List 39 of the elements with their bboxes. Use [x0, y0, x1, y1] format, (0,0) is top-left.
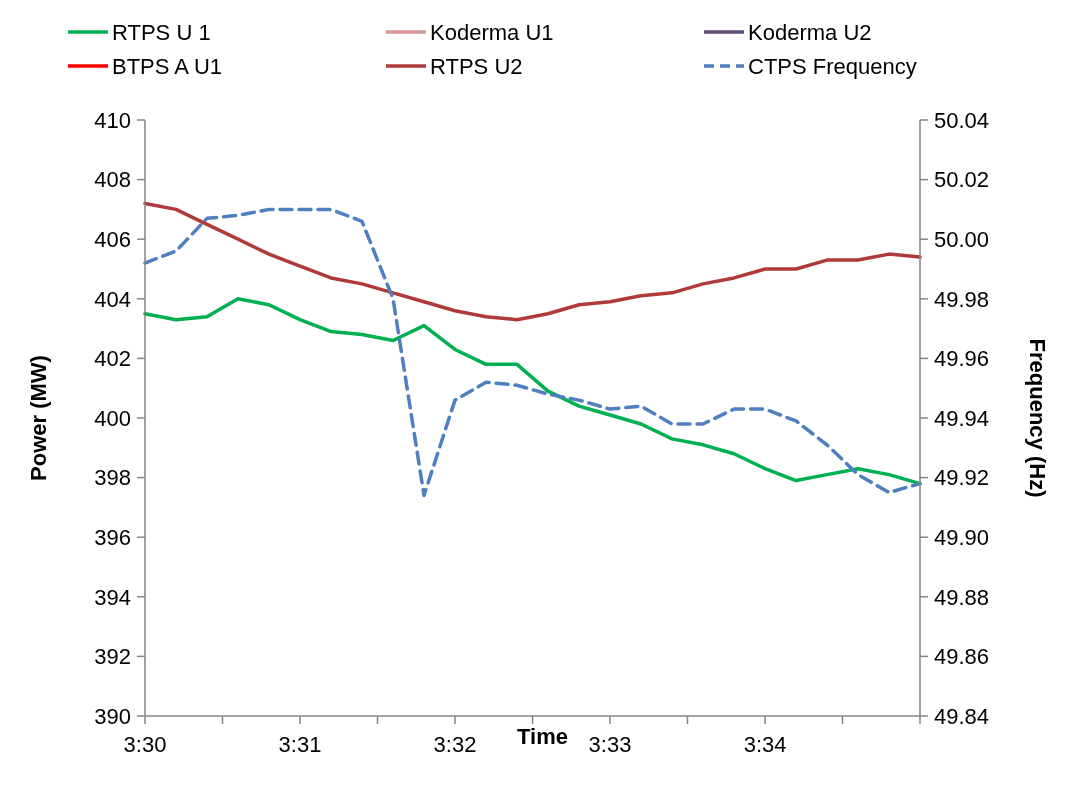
line-series: [143, 297, 922, 486]
y2-tick-label: 49.90: [934, 524, 990, 550]
y2-tick-label: 49.88: [934, 584, 990, 610]
y2-tick-label: 49.98: [934, 286, 990, 312]
y-tick-label: 404: [94, 286, 131, 312]
legend-label: Koderma U1: [430, 19, 554, 45]
legend-label: BTPS A U1: [112, 53, 223, 79]
legend-label: CTPS Frequency: [748, 53, 917, 79]
y-tick-label: 392: [94, 644, 131, 670]
y-tick-label: 396: [94, 524, 131, 550]
y-tick-label: 390: [94, 703, 131, 729]
x-tick-label: 3:32: [433, 732, 477, 757]
legend-label: RTPS U2: [430, 53, 523, 79]
y-tick-label: 408: [94, 167, 131, 193]
y-tick-label: 394: [94, 584, 131, 610]
y2-tick-label: 49.86: [934, 644, 990, 670]
y-tick-label: 406: [94, 226, 131, 252]
y2-tick-label: 49.84: [934, 703, 990, 729]
x-tick-label: 3:30: [123, 732, 167, 757]
line-series: [143, 207, 922, 498]
y-tick-label: 398: [94, 465, 131, 491]
y2-tick-label: 49.96: [934, 346, 990, 372]
x-tick-label: 3:33: [588, 732, 632, 757]
legend-label: RTPS U 1: [112, 19, 211, 45]
y2-axis-title: Frequency (Hz): [1025, 338, 1050, 498]
legend-label: Koderma U2: [748, 19, 872, 45]
x-tick-label: 3:34: [743, 732, 787, 757]
y2-tick-label: 50.04: [934, 107, 990, 133]
y2-tick-label: 49.94: [934, 405, 990, 431]
line-series: [143, 201, 922, 322]
x-axis-title: Time: [517, 724, 568, 749]
y2-tick-label: 50.02: [934, 167, 990, 193]
y2-tick-label: 49.92: [934, 465, 990, 491]
y-tick-label: 402: [94, 346, 131, 372]
y-tick-label: 400: [94, 405, 131, 431]
y2-tick-label: 50.00: [934, 226, 990, 252]
y-tick-label: 410: [94, 107, 131, 133]
y-axis-title: Power (MW): [26, 355, 51, 481]
x-tick-label: 3:31: [278, 732, 322, 757]
